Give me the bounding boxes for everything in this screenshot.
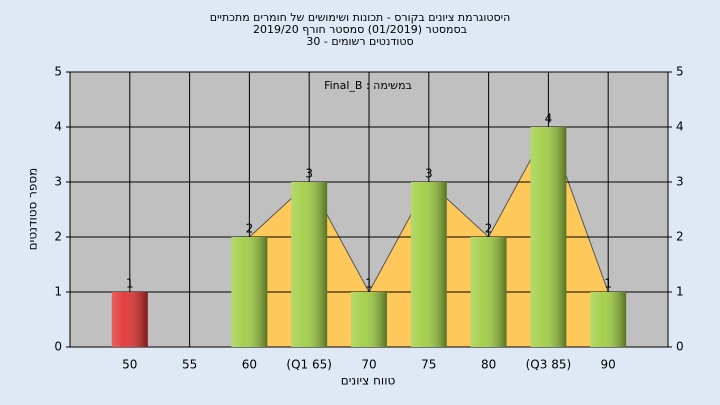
chart-subtitle: בסמסטר (01/2019) סמסטר חורף 2019/20 [253,23,467,36]
x-tick-label: (Q1 65) [286,358,332,372]
y-tick-label: 4 [54,120,62,134]
x-tick-label: 70 [361,358,376,372]
bar-shade [351,292,387,347]
annotation: במשימה : Final_B [324,79,412,92]
y2-tick-label: 3 [676,175,684,189]
chart-title: היסטוגרמת ציונים בקורס - תכונות ושימושים… [210,11,511,24]
y-tick-label: 5 [54,65,62,79]
bar-shade [470,237,507,347]
y2-tick-label: 5 [676,65,684,79]
x-tick-label: 80 [481,358,496,372]
bar-shade [530,127,567,347]
x-axis-label: טווח ציונים [341,374,396,388]
y2-tick-label: 2 [676,230,684,244]
y-tick-label: 2 [54,230,62,244]
data-label: 1 [126,277,134,291]
bar-shade [590,292,627,347]
y-tick-label: 3 [54,175,62,189]
chart-subtitle: סטודנטים רשומים - 30 [306,35,413,48]
y2-tick-label: 4 [676,120,684,134]
bar-shade [410,182,447,347]
y-axis-label: מספר סטודנטים [26,168,40,251]
data-label: 2 [485,222,493,236]
y-tick-label: 0 [54,340,62,354]
y2-tick-label: 1 [676,285,684,299]
x-tick-label: (Q3 85) [526,358,572,372]
x-tick-label: 60 [242,358,257,372]
x-tick-label: 50 [122,358,137,372]
data-label: 2 [246,222,254,236]
x-tick-label: 55 [182,358,197,372]
bar-shade [291,182,328,347]
y-tick-label: 1 [54,285,62,299]
data-label: 4 [545,112,553,126]
bar-shade [111,292,148,347]
y2-tick-label: 0 [676,340,684,354]
x-tick-label: 75 [421,358,436,372]
data-label: 3 [305,167,313,181]
x-tick-label: 90 [601,358,616,372]
data-label: 1 [604,277,612,291]
bar-shade [231,237,268,347]
data-label: 3 [425,167,433,181]
data-label: 1 [365,277,373,291]
